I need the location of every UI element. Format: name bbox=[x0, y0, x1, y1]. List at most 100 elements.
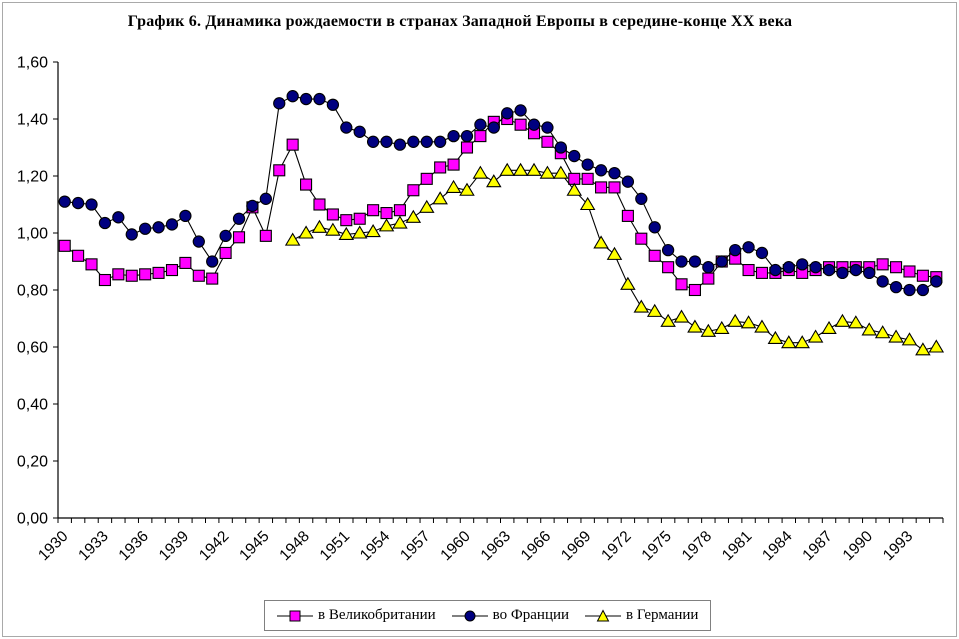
triangle-marker bbox=[687, 319, 703, 333]
square-marker bbox=[407, 184, 420, 197]
square-marker bbox=[353, 212, 366, 225]
square-marker bbox=[688, 283, 701, 297]
square-marker bbox=[903, 265, 916, 278]
circle-marker bbox=[366, 135, 380, 148]
triangle-marker bbox=[486, 174, 502, 188]
square-marker bbox=[232, 231, 246, 244]
circle-marker bbox=[246, 199, 259, 213]
y-tick-label: 0,60 bbox=[17, 340, 48, 357]
square-marker bbox=[340, 214, 353, 227]
x-tick-label: 1936 bbox=[116, 528, 152, 564]
triangle-marker bbox=[633, 299, 650, 313]
circle-marker bbox=[863, 266, 876, 280]
square-marker bbox=[206, 272, 219, 285]
square-marker bbox=[273, 164, 286, 177]
circle-marker bbox=[407, 135, 420, 148]
circle-marker bbox=[380, 135, 393, 148]
square-marker bbox=[648, 249, 661, 262]
triangle-marker bbox=[405, 209, 422, 223]
square-marker bbox=[139, 268, 152, 281]
legend-item-germany: в Германии bbox=[585, 607, 698, 624]
circle-marker bbox=[621, 175, 635, 188]
square-marker bbox=[85, 258, 98, 271]
square-marker bbox=[916, 269, 929, 282]
square-marker bbox=[447, 158, 460, 171]
square-marker bbox=[125, 269, 138, 282]
circle-marker bbox=[501, 107, 514, 120]
circle-marker bbox=[420, 135, 433, 148]
x-tick-label: 1990 bbox=[840, 528, 877, 565]
triangle-marker bbox=[365, 223, 381, 238]
circle-marker bbox=[206, 255, 219, 268]
x-tick-label: 1942 bbox=[196, 528, 232, 564]
square-marker bbox=[755, 266, 769, 279]
x-tick-label: 1954 bbox=[357, 528, 394, 565]
triangle-marker bbox=[781, 335, 797, 349]
square-marker bbox=[742, 263, 755, 277]
triangle-marker bbox=[459, 182, 475, 196]
circle-marker bbox=[434, 135, 447, 148]
legend: в Великобритании во Франции в Германии bbox=[264, 600, 712, 631]
circle-marker bbox=[648, 221, 661, 234]
square-marker bbox=[608, 181, 621, 194]
x-tick-label: 1987 bbox=[799, 528, 835, 564]
y-tick-label: 0,80 bbox=[17, 283, 48, 300]
square-marker bbox=[621, 209, 634, 222]
square-marker bbox=[300, 178, 313, 191]
circle-marker bbox=[259, 192, 272, 205]
square-marker bbox=[581, 172, 594, 185]
circle-marker bbox=[286, 90, 299, 103]
triangle-marker bbox=[794, 335, 810, 349]
circle-marker bbox=[581, 158, 594, 171]
square-marker bbox=[595, 181, 608, 194]
circle-marker bbox=[179, 209, 192, 223]
triangle-marker bbox=[526, 162, 542, 176]
y-tick-label: 1,60 bbox=[17, 55, 48, 72]
square-marker bbox=[474, 130, 487, 143]
triangle-marker bbox=[593, 235, 609, 249]
triangle-marker bbox=[284, 232, 301, 246]
triangle-marker bbox=[928, 339, 945, 353]
y-tick-label: 1,20 bbox=[17, 169, 48, 186]
triangle-marker bbox=[646, 303, 663, 317]
circle-marker bbox=[849, 263, 862, 277]
circle-marker bbox=[675, 255, 688, 268]
triangle-marker bbox=[754, 319, 770, 333]
square-marker bbox=[635, 232, 648, 245]
x-tick-label: 1984 bbox=[759, 528, 796, 565]
x-tick-label: 1948 bbox=[276, 528, 312, 564]
circle-marker bbox=[782, 261, 795, 274]
circle-marker bbox=[273, 97, 286, 110]
triangle-marker bbox=[660, 313, 676, 327]
circle-marker bbox=[353, 125, 366, 138]
circle-marker bbox=[796, 258, 809, 271]
triangle-marker bbox=[418, 199, 435, 213]
triangle-marker bbox=[673, 309, 690, 323]
square-marker bbox=[165, 263, 179, 277]
triangle-marker bbox=[620, 276, 636, 290]
triangle-marker bbox=[727, 313, 743, 327]
circle-marker bbox=[836, 266, 849, 280]
x-tick-label: 1963 bbox=[478, 528, 514, 564]
square-marker bbox=[259, 229, 272, 242]
circle-marker bbox=[554, 141, 567, 154]
legend-label-france: во Франции bbox=[492, 607, 570, 623]
triangle-marker bbox=[606, 246, 623, 260]
triangle-marker bbox=[713, 320, 730, 335]
circle-marker bbox=[85, 198, 98, 211]
triangle-marker bbox=[915, 342, 931, 356]
square-marker bbox=[434, 161, 447, 174]
x-tick-label: 1993 bbox=[880, 528, 916, 564]
circle-marker bbox=[635, 192, 648, 205]
x-tick-label: 1966 bbox=[518, 528, 554, 564]
circle-marker bbox=[568, 149, 581, 163]
circle-marker bbox=[916, 283, 930, 297]
square-marker bbox=[112, 268, 125, 281]
triangle-marker bbox=[378, 218, 395, 232]
triangle-marker bbox=[325, 222, 341, 236]
triangle-marker bbox=[553, 165, 569, 179]
circle-marker bbox=[139, 222, 152, 235]
square-marker bbox=[380, 207, 393, 220]
triangle-marker bbox=[579, 196, 596, 211]
